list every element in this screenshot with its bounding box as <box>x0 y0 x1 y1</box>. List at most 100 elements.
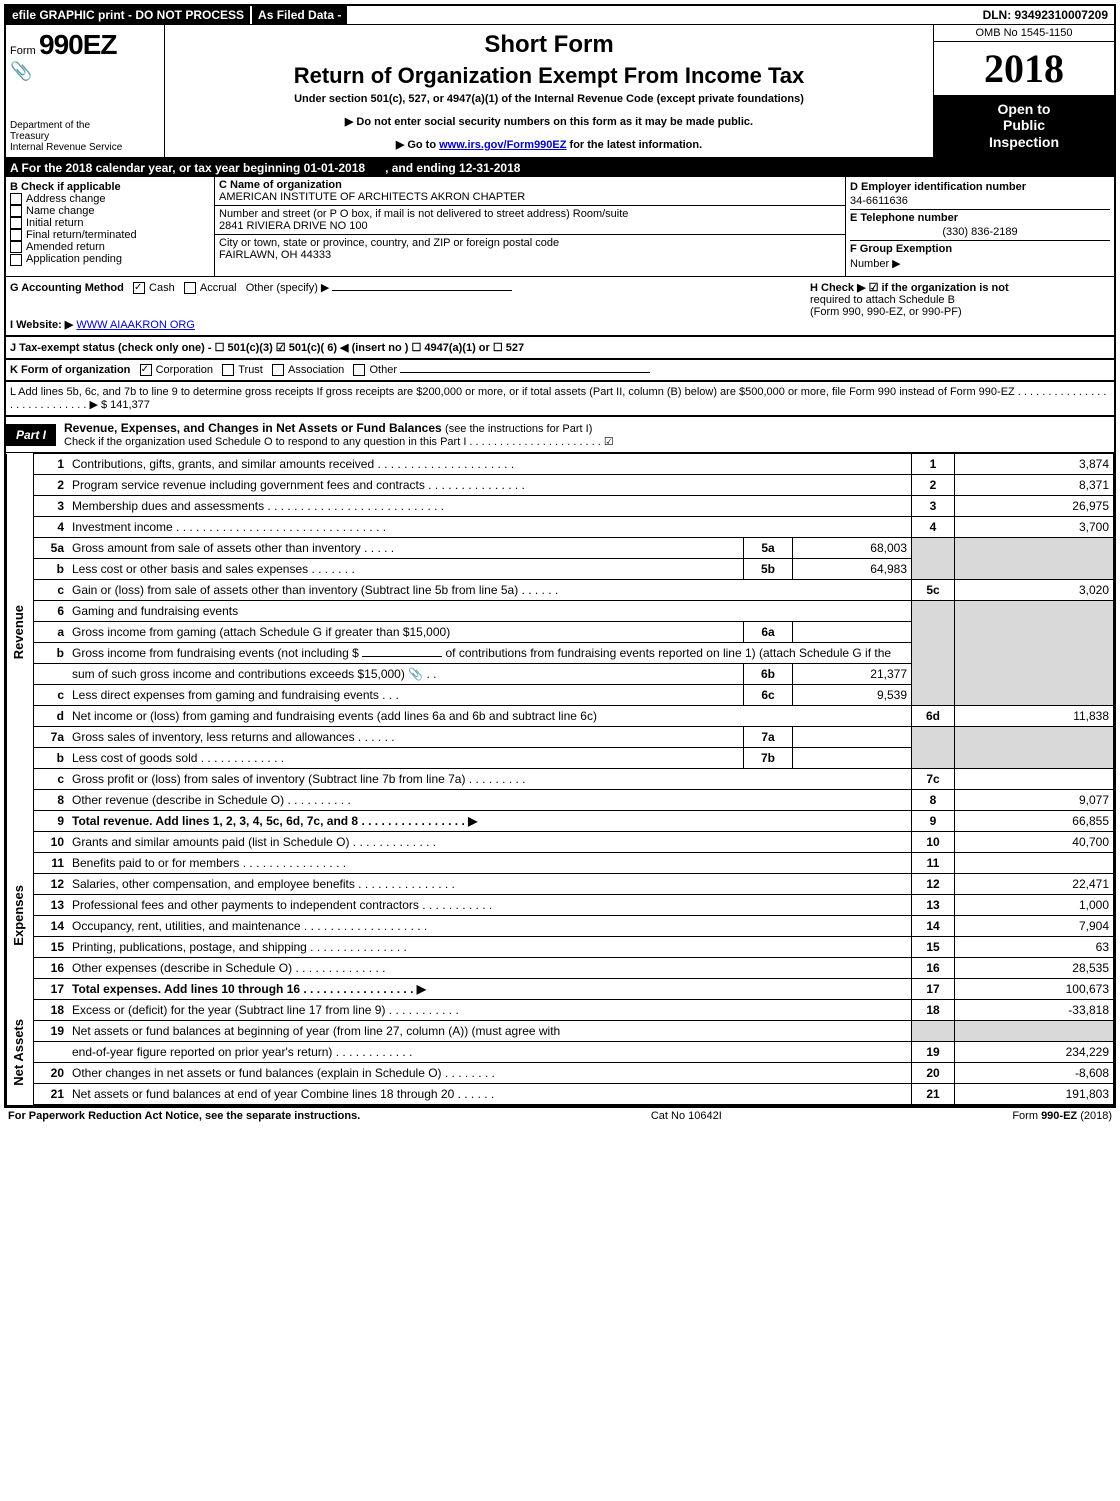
line5a-desc: Gross amount from sale of assets other t… <box>68 538 744 559</box>
line4-key: 4 <box>912 517 955 538</box>
irs-link[interactable]: www.irs.gov/Form990EZ <box>439 139 566 151</box>
line7a-subval <box>793 727 912 748</box>
line15-amt: 63 <box>955 937 1114 958</box>
line4-desc: Investment income . . . . . . . . . . . … <box>68 517 912 538</box>
f-group-label: F Group Exemption <box>850 240 1110 255</box>
line6d-amt: 11,838 <box>955 706 1114 727</box>
part1-header: Part I Revenue, Expenses, and Changes in… <box>6 416 1114 453</box>
open3: Inspection <box>936 134 1112 151</box>
line14-key: 14 <box>912 916 955 937</box>
omb-number: OMB No 1545-1150 <box>934 25 1114 42</box>
line7c-amt <box>955 769 1114 790</box>
g-other: Other (specify) ▶ <box>246 282 330 294</box>
note2-post: for the latest information. <box>570 139 703 151</box>
line2-desc: Program service revenue including govern… <box>68 475 912 496</box>
line7a-desc: Gross sales of inventory, less returns a… <box>68 727 744 748</box>
line7b-sub: 7b <box>744 748 793 769</box>
line9-amt: 66,855 <box>955 811 1114 832</box>
line19-amt: 234,229 <box>955 1042 1114 1063</box>
line16-desc: Other expenses (describe in Schedule O) … <box>68 958 912 979</box>
dept-line2: Treasury <box>10 131 160 142</box>
open1: Open to <box>936 101 1112 118</box>
e-tel: (330) 836-2189 <box>850 226 1110 238</box>
open-public-inspection: Open to Public Inspection <box>934 95 1114 157</box>
line11-amt <box>955 853 1114 874</box>
row-a-ending: , and ending 12-31-2018 <box>385 161 520 175</box>
line20-amt: -8,608 <box>955 1063 1114 1084</box>
dept-block: Department of the Treasury Internal Reve… <box>10 120 160 153</box>
line6b-subval: 21,377 <box>793 664 912 685</box>
part1-title-text: Revenue, Expenses, and Changes in Net As… <box>64 421 442 435</box>
line5b-subval: 64,983 <box>793 559 912 580</box>
i-label: I Website: ▶ <box>10 319 73 331</box>
note-goto: ▶ Go to www.irs.gov/Form990EZ for the la… <box>173 138 925 151</box>
form-number: 990EZ <box>39 29 117 60</box>
dln-label: DLN: 93492310007209 <box>977 6 1114 24</box>
k-assoc: Association <box>288 364 344 376</box>
line20-desc: Other changes in net assets or fund bala… <box>68 1063 912 1084</box>
d-ein-label: D Employer identification number <box>850 181 1110 193</box>
c-city-label: City or town, state or province, country… <box>219 237 841 249</box>
line21-desc: Net assets or fund balances at end of ye… <box>68 1084 912 1105</box>
section-l: L Add lines 5b, 6c, and 7b to line 9 to … <box>6 381 1114 416</box>
c-street: 2841 RIVIERA DRIVE NO 100 <box>219 220 841 232</box>
side-expenses: Expenses <box>7 832 34 1000</box>
h-line1: H Check ▶ ☑ if the organization is not <box>810 281 1110 294</box>
line17-desc: Total expenses. Add lines 10 through 16 … <box>68 979 912 1000</box>
line16-amt: 28,535 <box>955 958 1114 979</box>
k-corp: Corporation <box>156 364 213 376</box>
line2-key: 2 <box>912 475 955 496</box>
line10-desc: Grants and similar amounts paid (list in… <box>68 832 912 853</box>
line3-key: 3 <box>912 496 955 517</box>
line18-desc: Excess or (deficit) for the year (Subtra… <box>68 1000 912 1021</box>
line12-desc: Salaries, other compensation, and employ… <box>68 874 912 895</box>
tax-year: 2018 <box>934 42 1114 95</box>
line17-key: 17 <box>912 979 955 1000</box>
dept-line1: Department of the <box>10 120 160 131</box>
line3-amt: 26,975 <box>955 496 1114 517</box>
part1-sub: (see the instructions for Part I) <box>445 423 592 435</box>
line5b-sub: 5b <box>744 559 793 580</box>
section-j: J Tax-exempt status (check only one) - ☐… <box>6 336 1114 359</box>
c-name-label: C Name of organization <box>219 179 841 191</box>
c-street-block: Number and street (or P O box, if mail i… <box>215 206 845 235</box>
d-ein: 34-6611636 <box>850 195 1110 207</box>
line10-key: 10 <box>912 832 955 853</box>
line21-key: 21 <box>912 1084 955 1105</box>
j-text: J Tax-exempt status (check only one) - ☐… <box>10 342 524 354</box>
g-cash: Cash <box>149 282 175 294</box>
l-amount: $ 141,377 <box>101 399 150 411</box>
line4-amt: 3,700 <box>955 517 1114 538</box>
as-filed-label: As Filed Data - <box>252 6 347 24</box>
line12-key: 12 <box>912 874 955 895</box>
g-accrual: Accrual <box>200 282 237 294</box>
g-label: G Accounting Method <box>10 282 124 294</box>
line15-key: 15 <box>912 937 955 958</box>
line9-desc: Total revenue. Add lines 1, 2, 3, 4, 5c,… <box>68 811 912 832</box>
c-city-block: City or town, state or province, country… <box>215 235 845 263</box>
b-item-final: Final return/terminated <box>10 229 210 241</box>
b-heading: B Check if applicable <box>10 181 210 193</box>
line6c-desc: Less direct expenses from gaming and fun… <box>68 685 744 706</box>
f-group-number: Number ▶ <box>850 257 1110 270</box>
line5a-subval: 68,003 <box>793 538 912 559</box>
return-title: Return of Organization Exempt From Incom… <box>173 63 925 89</box>
header-center: Short Form Return of Organization Exempt… <box>165 25 933 157</box>
line7b-desc: Less cost of goods sold . . . . . . . . … <box>68 748 744 769</box>
k-trust: Trust <box>238 364 263 376</box>
header: Form 990EZ 📎 Department of the Treasury … <box>6 25 1114 159</box>
line7c-key: 7c <box>912 769 955 790</box>
line21-amt: 191,803 <box>955 1084 1114 1105</box>
part1-check-line: Check if the organization used Schedule … <box>64 435 1106 448</box>
l-text: L Add lines 5b, 6c, and 7b to line 9 to … <box>10 386 1106 411</box>
website-link[interactable]: WWW AIAAKRON ORG <box>76 319 195 331</box>
line3-desc: Membership dues and assessments . . . . … <box>68 496 912 517</box>
footer-right: Form 990-EZ (2018) <box>1012 1110 1112 1122</box>
line5a-sub: 5a <box>744 538 793 559</box>
row-a: A For the 2018 calendar year, or tax yea… <box>6 159 1114 177</box>
line11-desc: Benefits paid to or for members . . . . … <box>68 853 912 874</box>
c-city: FAIRLAWN, OH 44333 <box>219 249 841 261</box>
line11-key: 11 <box>912 853 955 874</box>
note-ssn: ▶ Do not enter social security numbers o… <box>173 115 925 128</box>
line5c-amt: 3,020 <box>955 580 1114 601</box>
